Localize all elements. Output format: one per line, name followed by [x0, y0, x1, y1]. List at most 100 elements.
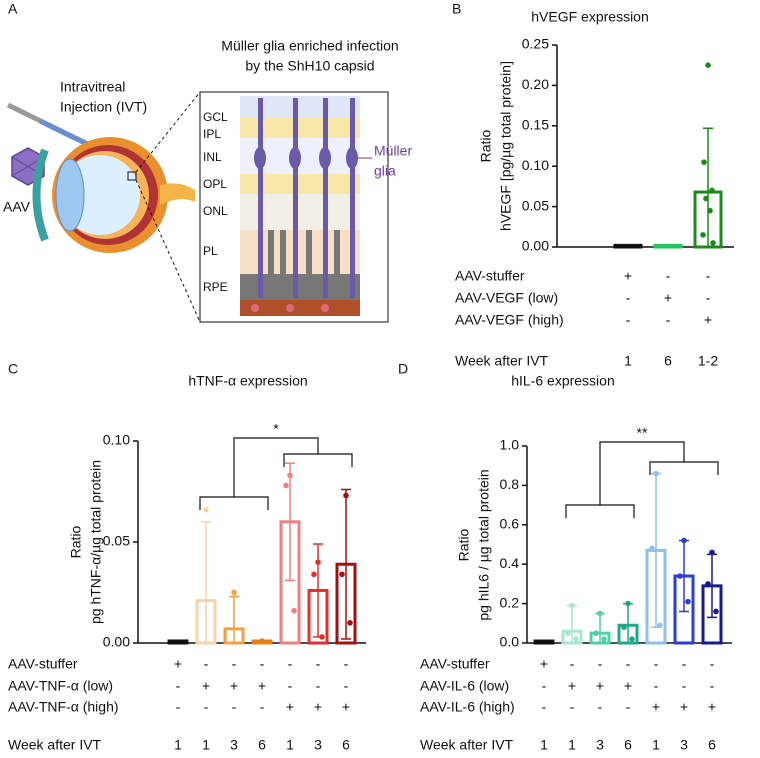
data-point	[573, 636, 579, 642]
week-value: 1-2	[698, 353, 718, 369]
layer-label: OPL	[203, 177, 227, 191]
treatment-mark: +	[680, 699, 688, 715]
data-point	[203, 506, 209, 513]
week-value: 1	[286, 737, 294, 753]
data-point	[657, 622, 663, 629]
y-axis-label: Ratio	[478, 129, 494, 162]
treatment-mark: -	[706, 290, 711, 306]
data-point	[339, 571, 345, 578]
y-tick-label: 0.25	[522, 36, 549, 52]
week-value: 3	[680, 737, 688, 753]
treatment-label: AAV-stuffer	[455, 268, 525, 284]
treatment-mark: +	[708, 699, 716, 715]
week-value: 3	[596, 737, 604, 753]
data-point	[291, 607, 297, 614]
treatment-mark: -	[260, 656, 265, 672]
y-tick-label: 0.2	[500, 594, 520, 610]
cell-label: glia	[374, 163, 396, 179]
y-tick-label: 0.20	[522, 76, 549, 92]
panel-label: A	[8, 1, 18, 17]
y-tick-label: 0.10	[103, 432, 130, 448]
treatment-mark: -	[570, 656, 575, 672]
treatment-mark: -	[666, 312, 671, 328]
layer-label: INL	[203, 150, 222, 164]
treatment-mark: -	[682, 678, 687, 694]
layer-label: GCL	[203, 110, 228, 124]
significance-bracket	[565, 504, 635, 518]
data-point	[593, 630, 599, 636]
data-point	[713, 608, 719, 615]
treatment-mark: -	[232, 699, 237, 715]
week-value: 3	[230, 737, 238, 753]
treatment-mark: -	[570, 699, 575, 715]
data-point	[709, 549, 715, 556]
data-point	[319, 634, 325, 640]
data-point	[685, 598, 691, 605]
treatment-mark: +	[202, 678, 210, 694]
data-point	[705, 62, 711, 68]
treatment-label: AAV-TNF-α (low)	[8, 678, 113, 694]
data-point	[681, 537, 687, 544]
treatment-label: AAV-stuffer	[8, 656, 78, 672]
treatment-mark: +	[568, 678, 576, 694]
data-point	[347, 620, 353, 626]
week-value: 1	[652, 737, 660, 753]
data-point	[703, 195, 709, 202]
treatment-mark: -	[542, 699, 547, 715]
treatment-mark: -	[626, 312, 631, 328]
treatment-mark: -	[176, 699, 181, 715]
significance-label: **	[637, 425, 648, 441]
treatment-mark: -	[598, 699, 603, 715]
y-axis-label: hVEGF [pg/µg total protein]	[498, 61, 514, 231]
treatment-mark: +	[624, 268, 632, 284]
treatment-mark: -	[288, 656, 293, 672]
panel-label: B	[452, 1, 461, 17]
treatment-mark: +	[314, 699, 322, 715]
treatment-mark: -	[344, 678, 349, 694]
treatment-mark: +	[230, 678, 238, 694]
data-point	[569, 602, 575, 609]
y-axis-label: pg hIL6 / µg total protein	[476, 469, 492, 620]
treatment-mark: -	[598, 656, 603, 672]
y-tick-label: 0.6	[500, 516, 520, 532]
treatment-mark: -	[706, 268, 711, 284]
treatment-mark: -	[626, 656, 631, 672]
week-label: Week after IVT	[455, 353, 549, 369]
treatment-label: AAV-VEGF (low)	[455, 290, 558, 306]
treatment-mark: -	[654, 656, 659, 672]
y-tick-label: 1.0	[500, 437, 520, 453]
treatment-label: AAV-IL-6 (high)	[420, 699, 515, 715]
data-point	[283, 482, 289, 489]
treatment-mark: -	[232, 656, 237, 672]
treatment-mark: -	[710, 678, 715, 694]
chart-title: hVEGF expression	[531, 9, 649, 25]
y-tick-label: 0.0	[500, 634, 520, 650]
layer-label: ONL	[203, 204, 228, 218]
y-tick-label: 0.05	[103, 533, 130, 549]
data-point	[315, 559, 321, 565]
treatment-mark: -	[654, 678, 659, 694]
treatment-mark: -	[316, 656, 321, 672]
week-value: 6	[258, 737, 266, 753]
y-tick-label: 0.15	[522, 117, 549, 133]
treatment-mark: -	[204, 656, 209, 672]
treatment-label: AAV-IL-6 (low)	[420, 678, 509, 694]
y-axis-label: Ratio	[456, 528, 472, 561]
treatment-mark: +	[664, 290, 672, 306]
week-value: 3	[314, 737, 322, 753]
treatment-mark: -	[316, 678, 321, 694]
treatment-mark: -	[204, 699, 209, 715]
treatment-mark: -	[666, 268, 671, 284]
week-value: 1	[174, 737, 182, 753]
virus-label: AAV	[3, 199, 31, 215]
data-point	[311, 571, 317, 578]
treatment-mark: +	[540, 656, 548, 672]
significance-label: *	[273, 421, 279, 437]
layer-label: IPL	[203, 127, 221, 141]
treatment-mark: +	[342, 699, 350, 715]
y-tick-label: 0.05	[522, 197, 549, 213]
week-value: 6	[708, 737, 716, 753]
treatment-mark: -	[176, 678, 181, 694]
panel-a-art	[6, 91, 389, 323]
